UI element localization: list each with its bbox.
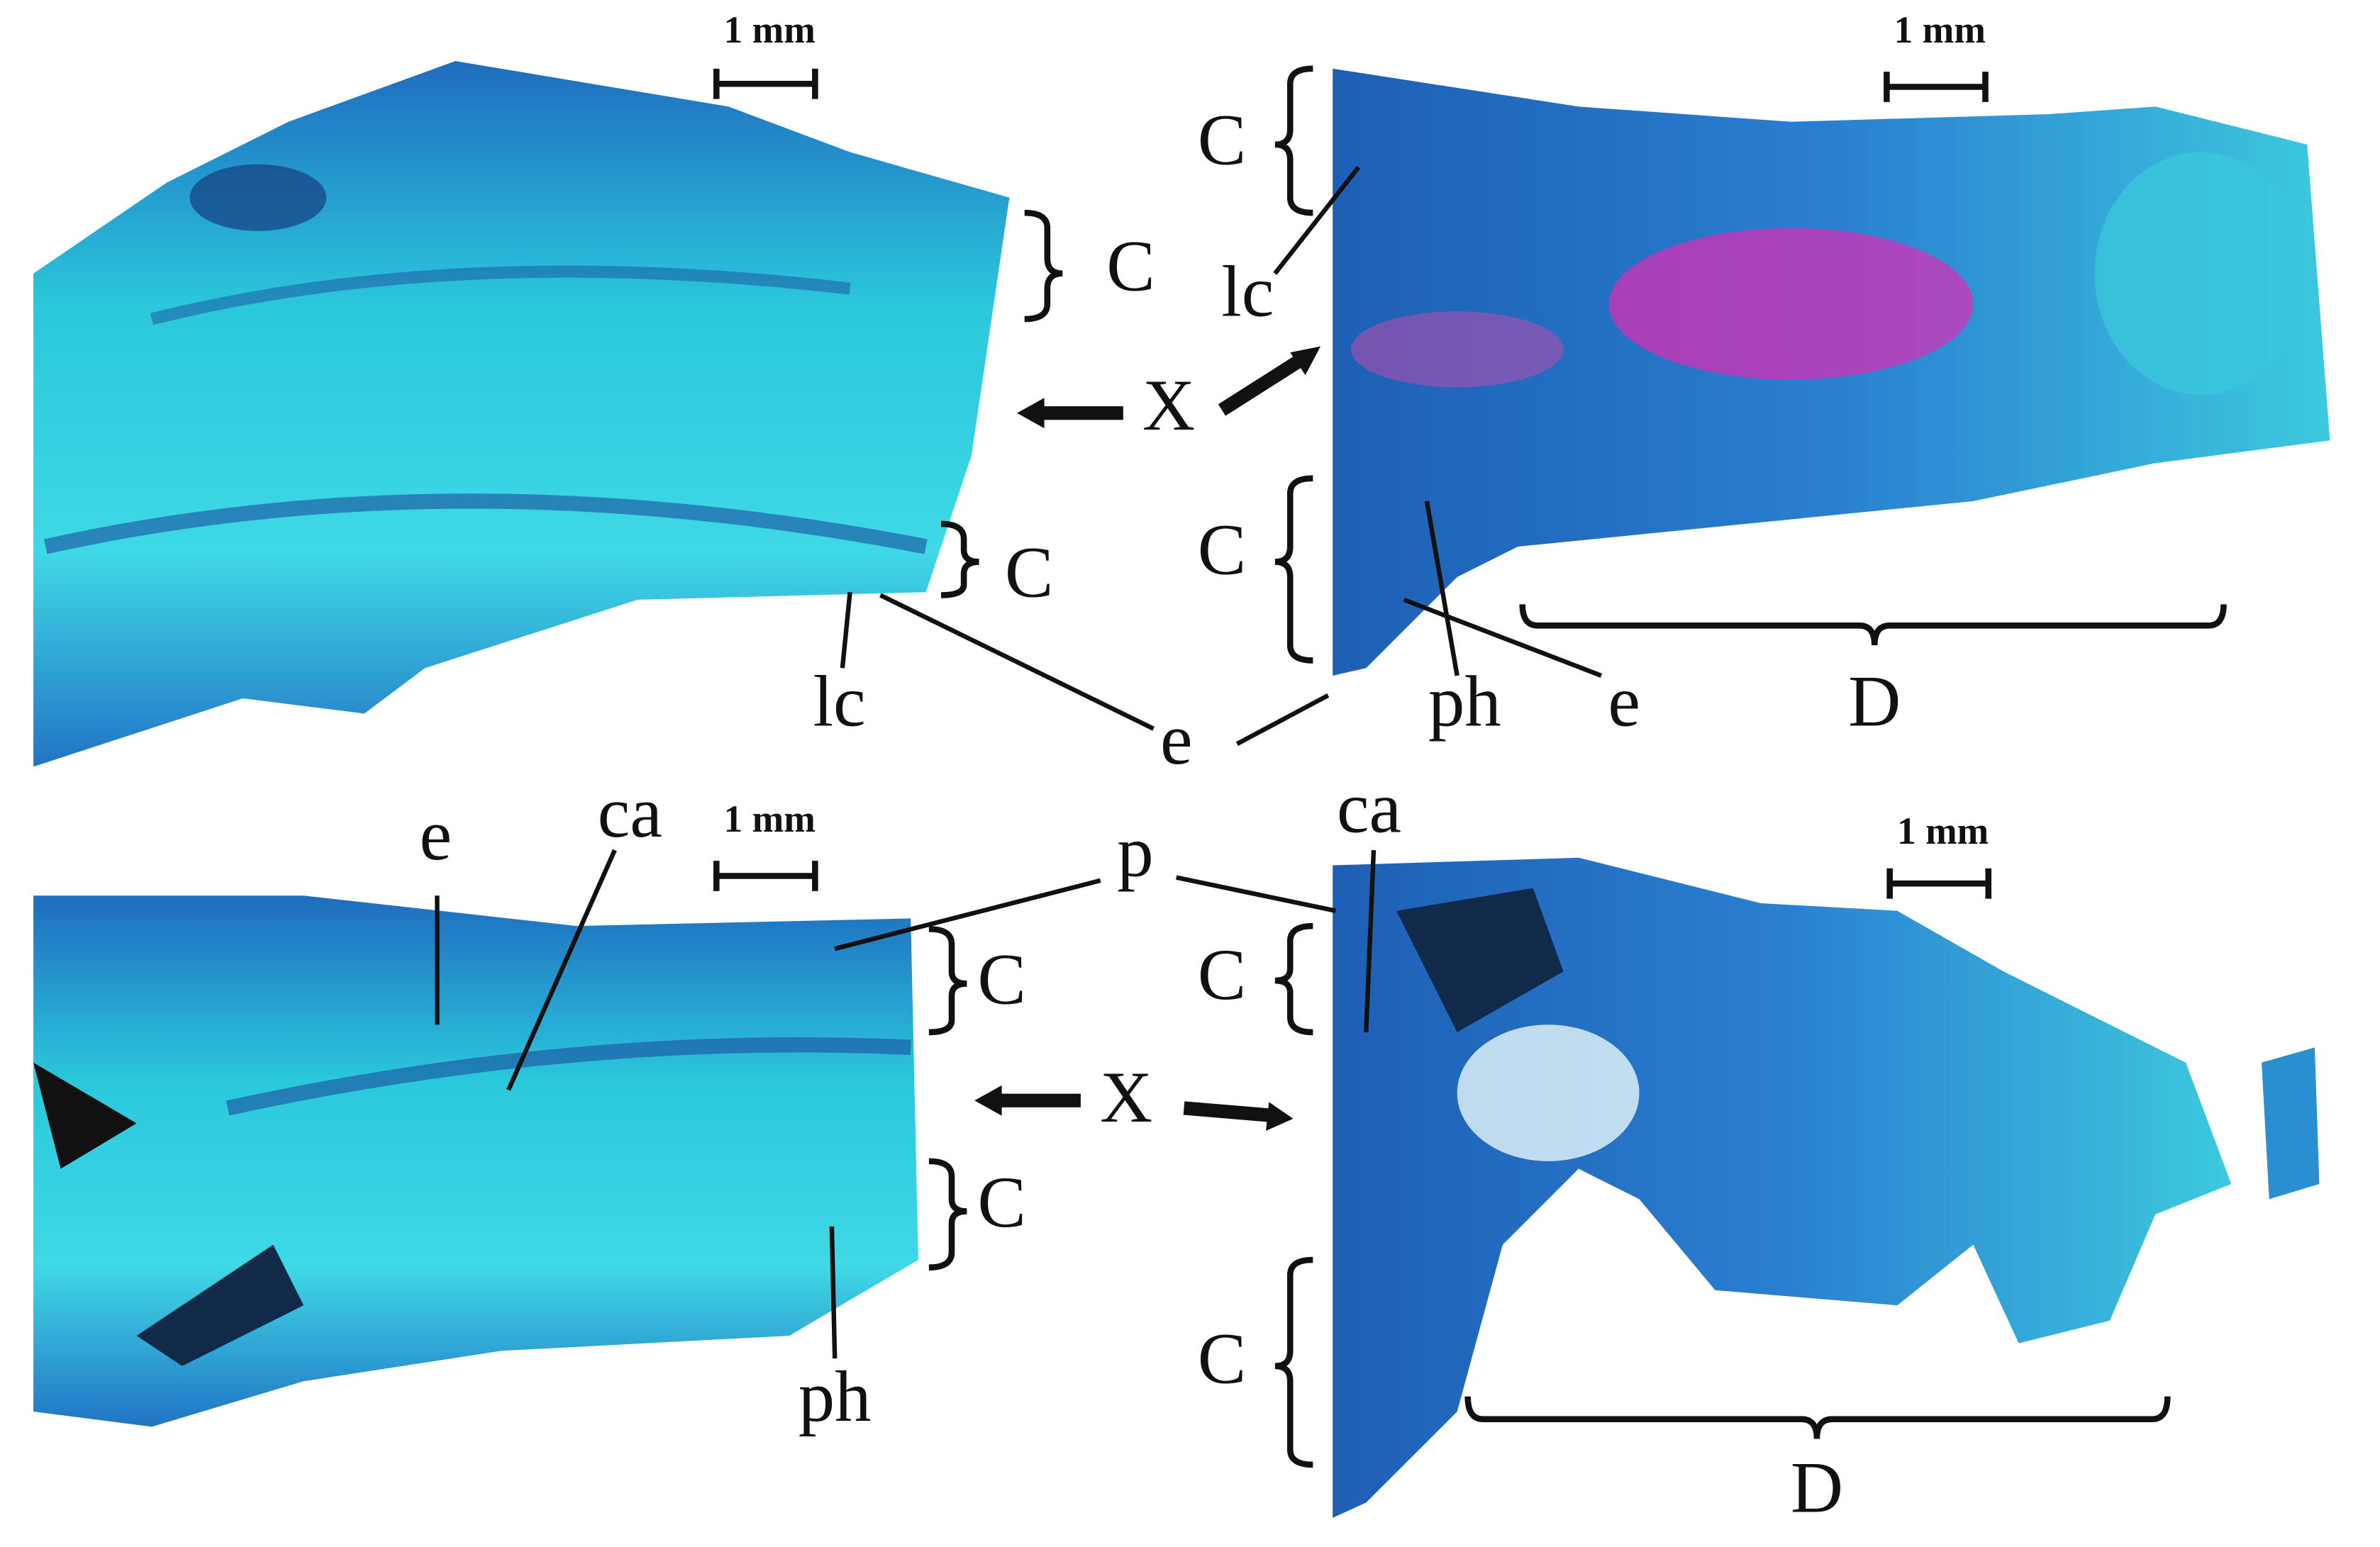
brace bbox=[928, 65, 2227, 1468]
tissue-top-right bbox=[1333, 68, 2330, 676]
tissue-bottom-left bbox=[33, 895, 918, 1427]
label: C bbox=[1198, 1318, 1247, 1399]
label: ph bbox=[799, 1356, 872, 1437]
scale-bar bbox=[713, 68, 1992, 899]
label: ph bbox=[1428, 661, 1501, 742]
label: C bbox=[977, 939, 1026, 1020]
scale-label: 1 mm bbox=[1897, 810, 1989, 852]
label: C bbox=[1005, 532, 1054, 613]
label: X bbox=[1142, 365, 1195, 446]
label: e bbox=[419, 795, 452, 876]
tissue-bottom-right bbox=[1333, 857, 2320, 1518]
scale-label: 1 mm bbox=[724, 798, 816, 840]
label: e bbox=[1608, 661, 1640, 742]
label: C bbox=[1198, 100, 1247, 181]
label: e bbox=[1160, 699, 1193, 780]
tissue-top-left bbox=[33, 61, 1010, 767]
label: lc bbox=[813, 661, 866, 742]
label: p bbox=[1117, 812, 1153, 893]
label: C bbox=[1106, 225, 1155, 306]
label: ca bbox=[598, 772, 662, 853]
label: C bbox=[1198, 510, 1247, 591]
arrow bbox=[435, 165, 1603, 1359]
label: lc bbox=[1221, 252, 1274, 333]
label: D bbox=[1791, 1447, 1843, 1528]
scale-label: 1 mm bbox=[1894, 9, 1986, 51]
scale-label: 1 mm bbox=[724, 9, 816, 51]
label: D bbox=[1848, 661, 1901, 742]
label: X bbox=[1100, 1057, 1152, 1138]
label: ca bbox=[1337, 767, 1401, 848]
label: C bbox=[977, 1162, 1026, 1243]
label: C bbox=[1198, 934, 1247, 1015]
